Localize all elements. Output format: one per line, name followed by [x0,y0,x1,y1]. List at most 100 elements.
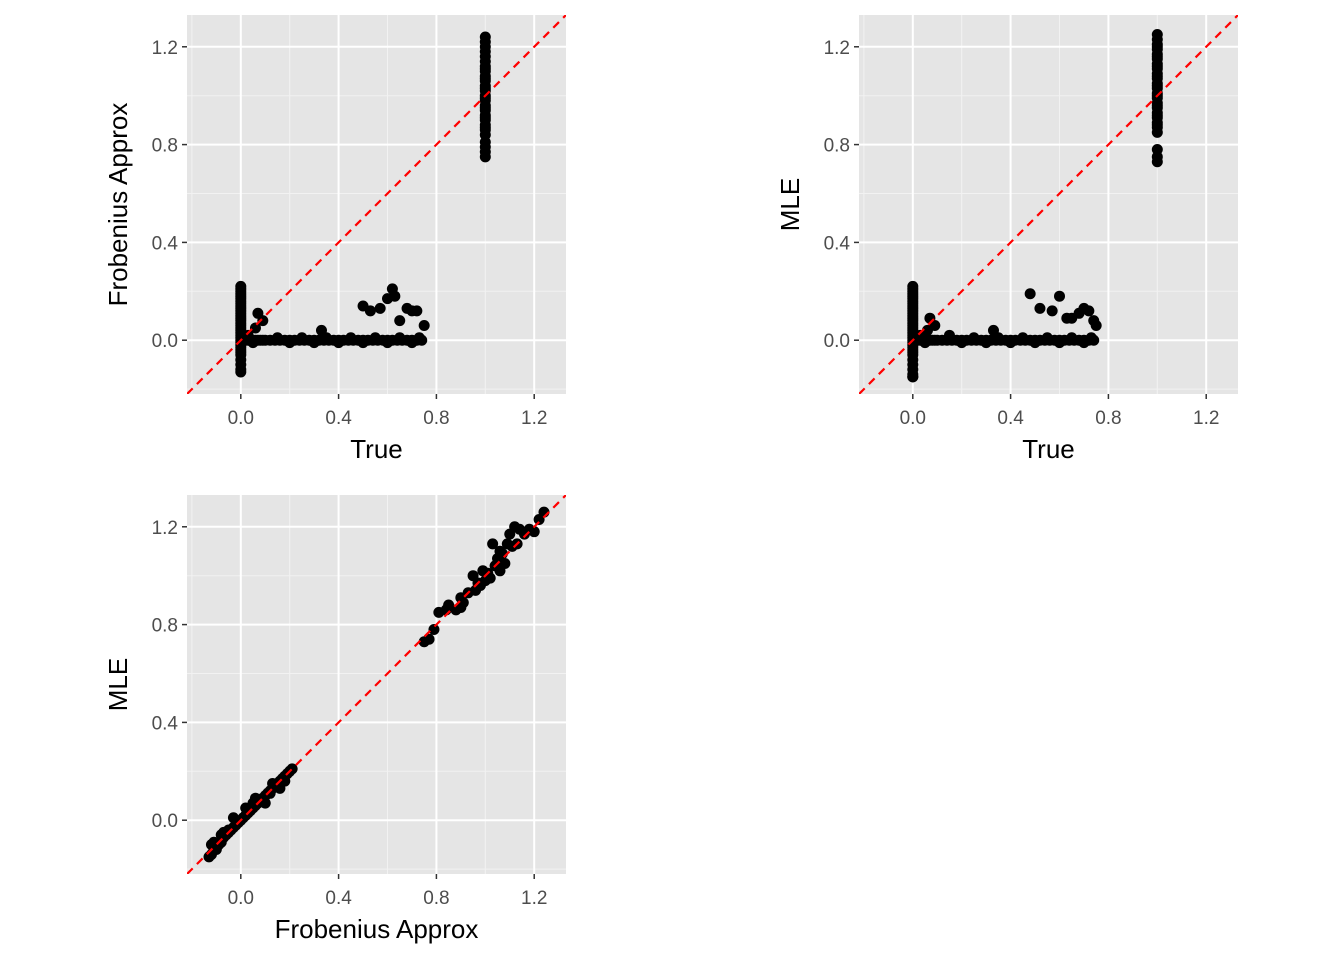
y-tick-label: 0.8 [152,616,178,637]
x-tick-label: 0.0 [900,408,926,429]
y-tick-label: 1.2 [152,38,178,59]
data-point [479,112,491,124]
data-point [271,332,283,344]
data-point [479,82,491,94]
data-point [479,31,491,43]
data-point [992,332,1004,344]
y-axis-title: MLE [775,178,805,231]
data-point [411,305,423,317]
data-point [389,290,401,302]
x-tick-label: 1.2 [521,408,547,429]
data-point [1151,41,1163,53]
data-point [357,337,369,349]
points-layer [235,31,491,378]
data-point [284,337,296,349]
y-tick-label: 0.4 [824,233,851,254]
y-tick-label: 0.4 [152,233,179,254]
data-point [1090,320,1102,332]
data-point [499,557,511,569]
data-point [528,526,540,538]
data-point [1005,337,1017,349]
data-point [1041,332,1053,344]
data-point [1151,119,1163,131]
data-point [413,332,425,344]
data-point [455,601,467,613]
y-axis-title: Frobenius Approx [103,103,133,307]
data-point [218,826,230,838]
data-point [369,332,381,344]
data-point [382,337,394,349]
y-tick-label: 0.8 [152,136,178,157]
x-tick-label: 0.4 [325,888,352,909]
data-point [1151,143,1163,155]
data-point [980,337,992,349]
data-point [428,623,440,635]
data-point [345,332,357,344]
y-axis-title: MLE [103,658,133,711]
data-point [320,332,332,344]
x-tick-label: 0.0 [228,888,254,909]
data-point [247,797,259,809]
data-point [1083,305,1095,317]
x-tick-label: 0.0 [228,408,254,429]
data-point [364,305,376,317]
y-tick-label: 0.8 [824,136,850,157]
x-axis-title: True [350,434,403,464]
data-point [479,73,491,85]
data-point [1151,70,1163,82]
data-point [943,329,955,341]
data-point [235,280,247,292]
data-point [1054,290,1066,302]
data-point [479,102,491,114]
data-point [479,92,491,104]
y-tick-label: 0.0 [152,811,178,832]
data-point [1046,305,1058,317]
panel-true-vs-frobenius: 0.0 0.4 0.8 1.2 0.0 0.4 0.8 1.2 True Frobenius Ap… [103,15,566,464]
x-tick-label: 0.4 [325,408,352,429]
data-point [394,315,406,327]
data-point [919,337,931,349]
x-tick-label: 0.8 [423,888,449,909]
x-tick-label: 0.4 [997,408,1024,429]
data-point [1151,60,1163,72]
data-point [418,320,430,332]
data-point [208,836,220,848]
data-point [374,302,386,314]
y-tick-label: 1.2 [152,518,178,539]
data-point [259,797,271,809]
y-tick-label: 0.4 [152,713,179,734]
data-point [1085,332,1097,344]
points-layer [907,29,1163,383]
data-point [1024,288,1036,300]
data-point [1017,332,1029,344]
x-tick-label: 0.8 [1095,408,1121,429]
data-point [247,337,259,349]
data-point [1029,337,1041,349]
data-point [333,337,345,349]
data-point [1151,99,1163,111]
data-point [968,332,980,344]
data-point [484,572,496,584]
data-point [227,812,239,824]
data-point [1151,80,1163,92]
data-point [1034,302,1046,314]
data-point [479,63,491,75]
identity-reference-line [859,15,1238,394]
data-point [907,280,919,292]
data-point [296,332,308,344]
x-tick-label: 1.2 [521,888,547,909]
y-tick-label: 0.0 [152,331,178,352]
data-point [279,775,291,787]
identity-reference-line [187,495,566,874]
data-point [1066,332,1078,344]
data-point [1151,29,1163,41]
data-point [249,322,261,334]
data-point [394,332,406,344]
panel-true-vs-mle: 0.0 0.4 0.8 1.2 0.0 0.4 0.8 1.2 True MLE [775,15,1238,464]
data-point [264,787,276,799]
data-point [1151,109,1163,121]
data-point [423,633,435,645]
y-tick-label: 0.0 [824,331,850,352]
data-point [479,121,491,133]
data-point [308,337,320,349]
